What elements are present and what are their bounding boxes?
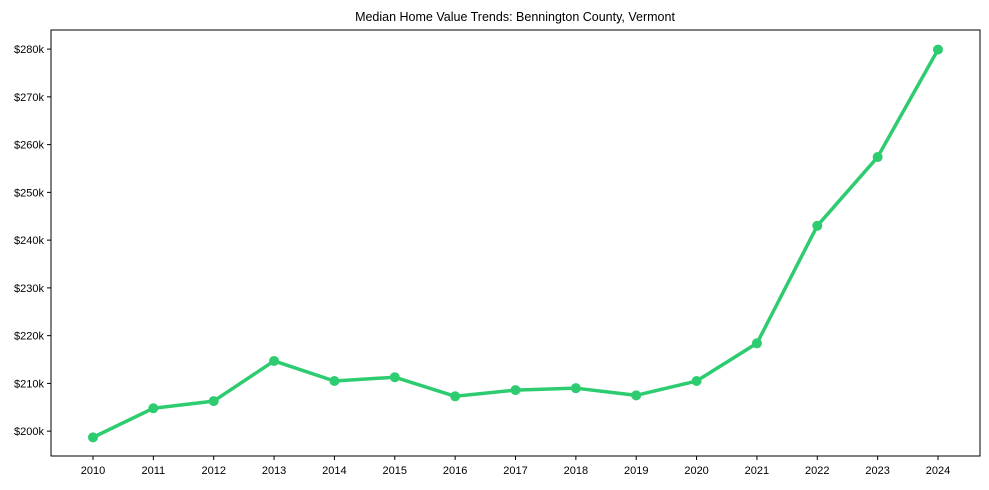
x-tick-label: 2023 [865, 465, 889, 477]
data-point-marker [872, 152, 883, 163]
y-tick-label: $270k [14, 92, 44, 104]
y-axis: $200k $210k $220k $230k $240k $250k $260k $270k… [14, 44, 51, 438]
x-tick-label: 2010 [81, 465, 105, 477]
x-tick-label: 2017 [503, 465, 527, 477]
x-tick-label: 2021 [745, 465, 769, 477]
x-axis: 2010 2011 2012 2013 2014 2015 2016 2017 2018 2019… [81, 456, 950, 477]
data-point-marker [269, 355, 280, 366]
x-tick-label: 2020 [684, 465, 708, 477]
x-tick-label: 2018 [564, 465, 588, 477]
series-line [91, 47, 940, 440]
x-tick-label: 2011 [142, 465, 166, 477]
y-tick-label: $250k [14, 187, 44, 199]
x-tick-label: 2024 [926, 465, 950, 477]
y-tick-label: $240k [14, 235, 44, 247]
x-tick-label: 2019 [624, 465, 648, 477]
x-tick-label: 2022 [805, 465, 829, 477]
y-tick-label: $280k [14, 44, 44, 56]
data-point-marker [88, 432, 98, 443]
y-tick-label: $260k [14, 140, 44, 152]
data-point-marker [631, 390, 642, 401]
x-tick-label: 2013 [262, 465, 286, 477]
x-tick-label: 2016 [443, 465, 467, 477]
data-point-marker [691, 376, 702, 387]
x-tick-label: 2014 [322, 465, 346, 477]
data-point-marker [933, 44, 943, 55]
x-tick-label: 2012 [201, 465, 225, 477]
data-point-marker [208, 396, 219, 407]
data-point-marker [812, 220, 823, 231]
y-tick-label: $210k [14, 378, 44, 390]
y-tick-label: $200k [14, 426, 44, 438]
x-tick-label: 2015 [383, 465, 407, 477]
data-point-marker [329, 376, 340, 387]
y-tick-label: $230k [14, 283, 44, 295]
data-point-marker [570, 383, 581, 394]
chart-title: Median Home Value Trends: Bennington Cou… [355, 10, 675, 24]
data-point-marker [389, 372, 400, 383]
y-tick-label: $220k [14, 331, 44, 343]
data-point-marker [510, 385, 521, 396]
data-point-marker [148, 403, 159, 414]
data-point-marker [450, 391, 461, 402]
data-point-marker [751, 338, 762, 349]
data-series [88, 44, 943, 443]
